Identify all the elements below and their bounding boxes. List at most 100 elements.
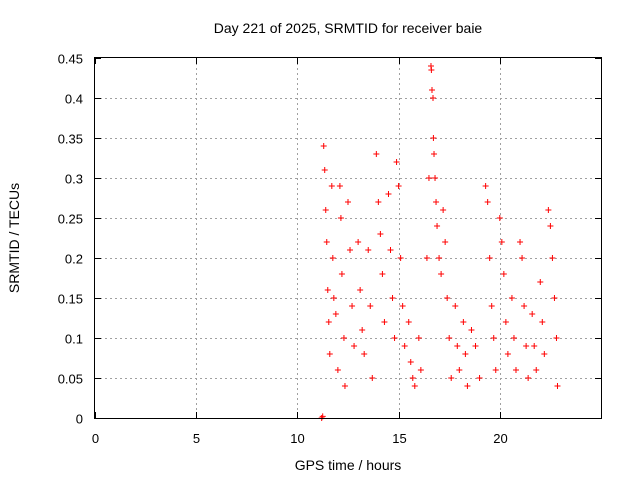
data-point	[533, 367, 540, 373]
data-point	[539, 319, 546, 325]
data-point	[454, 343, 461, 349]
y-tick-label: 0.3	[65, 172, 83, 187]
y-tick-label: 0.25	[58, 212, 83, 227]
data-point	[401, 343, 408, 349]
data-point	[393, 159, 400, 165]
data-point	[415, 335, 422, 341]
data-point	[347, 247, 354, 253]
data-point	[490, 335, 497, 341]
data-point	[355, 239, 362, 245]
data-point	[341, 383, 348, 389]
data-point	[330, 295, 337, 301]
data-point	[332, 311, 339, 317]
data-point	[446, 335, 453, 341]
data-point	[517, 239, 524, 245]
data-point	[545, 207, 552, 213]
data-point	[431, 151, 438, 157]
data-point	[428, 67, 435, 73]
plot-area-border	[94, 57, 602, 419]
x-tick-label: 10	[290, 431, 304, 446]
data-point	[430, 135, 437, 141]
data-point	[325, 319, 332, 325]
data-point	[502, 319, 509, 325]
data-point	[409, 375, 416, 381]
y-tick-labels: 0 0.05 0.1 0.15 0.2 0.25 0.3 0.35 0.4 0.45	[58, 52, 83, 427]
y-tick-label: 0.05	[58, 372, 83, 387]
data-point	[430, 95, 437, 101]
data-point	[452, 303, 459, 309]
data-point	[373, 151, 380, 157]
data-point	[468, 327, 475, 333]
data-point	[476, 375, 483, 381]
data-point	[397, 255, 404, 261]
data-point	[438, 271, 445, 277]
data-point	[488, 303, 495, 309]
data-point	[411, 383, 418, 389]
x-axis-title: GPS time / hours	[295, 457, 402, 473]
data-point	[377, 231, 384, 237]
data-point	[389, 295, 396, 301]
data-point	[387, 247, 394, 253]
data-point	[554, 383, 561, 389]
data-point	[553, 335, 560, 341]
data-point	[385, 191, 392, 197]
data-point	[521, 303, 528, 309]
data-point	[345, 199, 351, 205]
data-point	[498, 239, 505, 245]
data-point	[434, 223, 441, 229]
data-point	[381, 319, 388, 325]
data-point	[375, 199, 382, 205]
data-point	[334, 367, 341, 373]
data-point	[336, 183, 343, 189]
data-point	[484, 199, 491, 205]
y-tick-label: 0.1	[65, 332, 83, 347]
axis-ticks	[95, 58, 601, 419]
data-points	[318, 63, 561, 421]
data-point	[551, 295, 558, 301]
data-point	[417, 367, 424, 373]
data-point	[436, 255, 443, 261]
data-point	[440, 207, 447, 213]
data-point	[444, 295, 451, 301]
data-point	[432, 175, 439, 181]
data-point	[399, 303, 406, 309]
y-tick-label: 0.45	[58, 52, 83, 67]
data-point	[460, 319, 467, 325]
y-tick-label: 0.2	[65, 252, 83, 267]
data-point	[525, 375, 532, 381]
y-tick-label: 0.15	[58, 292, 83, 307]
data-point	[326, 351, 333, 357]
data-point	[337, 215, 344, 221]
data-point	[369, 375, 376, 381]
data-point	[425, 175, 432, 181]
x-tick-label: 0	[92, 431, 99, 446]
data-point	[359, 327, 366, 333]
data-point	[472, 343, 479, 349]
data-point	[462, 351, 469, 357]
data-point	[423, 255, 430, 261]
data-point	[379, 271, 386, 277]
data-point	[492, 367, 499, 373]
data-point	[357, 287, 364, 293]
data-point	[512, 367, 519, 373]
data-point	[510, 335, 517, 341]
data-point	[448, 375, 455, 381]
data-point	[519, 255, 526, 261]
chart-title: Day 221 of 2025, SRMTID for receiver bai…	[214, 20, 483, 36]
data-point	[367, 303, 374, 309]
data-point	[442, 239, 449, 245]
y-tick-label: 0.35	[58, 132, 83, 147]
data-point	[322, 207, 329, 213]
data-point	[464, 383, 471, 389]
data-point	[338, 271, 345, 277]
data-point	[395, 183, 402, 189]
data-point	[541, 351, 548, 357]
data-point	[405, 319, 412, 325]
data-point	[320, 143, 327, 149]
data-point	[428, 87, 435, 93]
data-point	[529, 311, 536, 317]
data-point	[482, 183, 489, 189]
data-point	[324, 287, 331, 293]
data-point	[323, 239, 330, 245]
